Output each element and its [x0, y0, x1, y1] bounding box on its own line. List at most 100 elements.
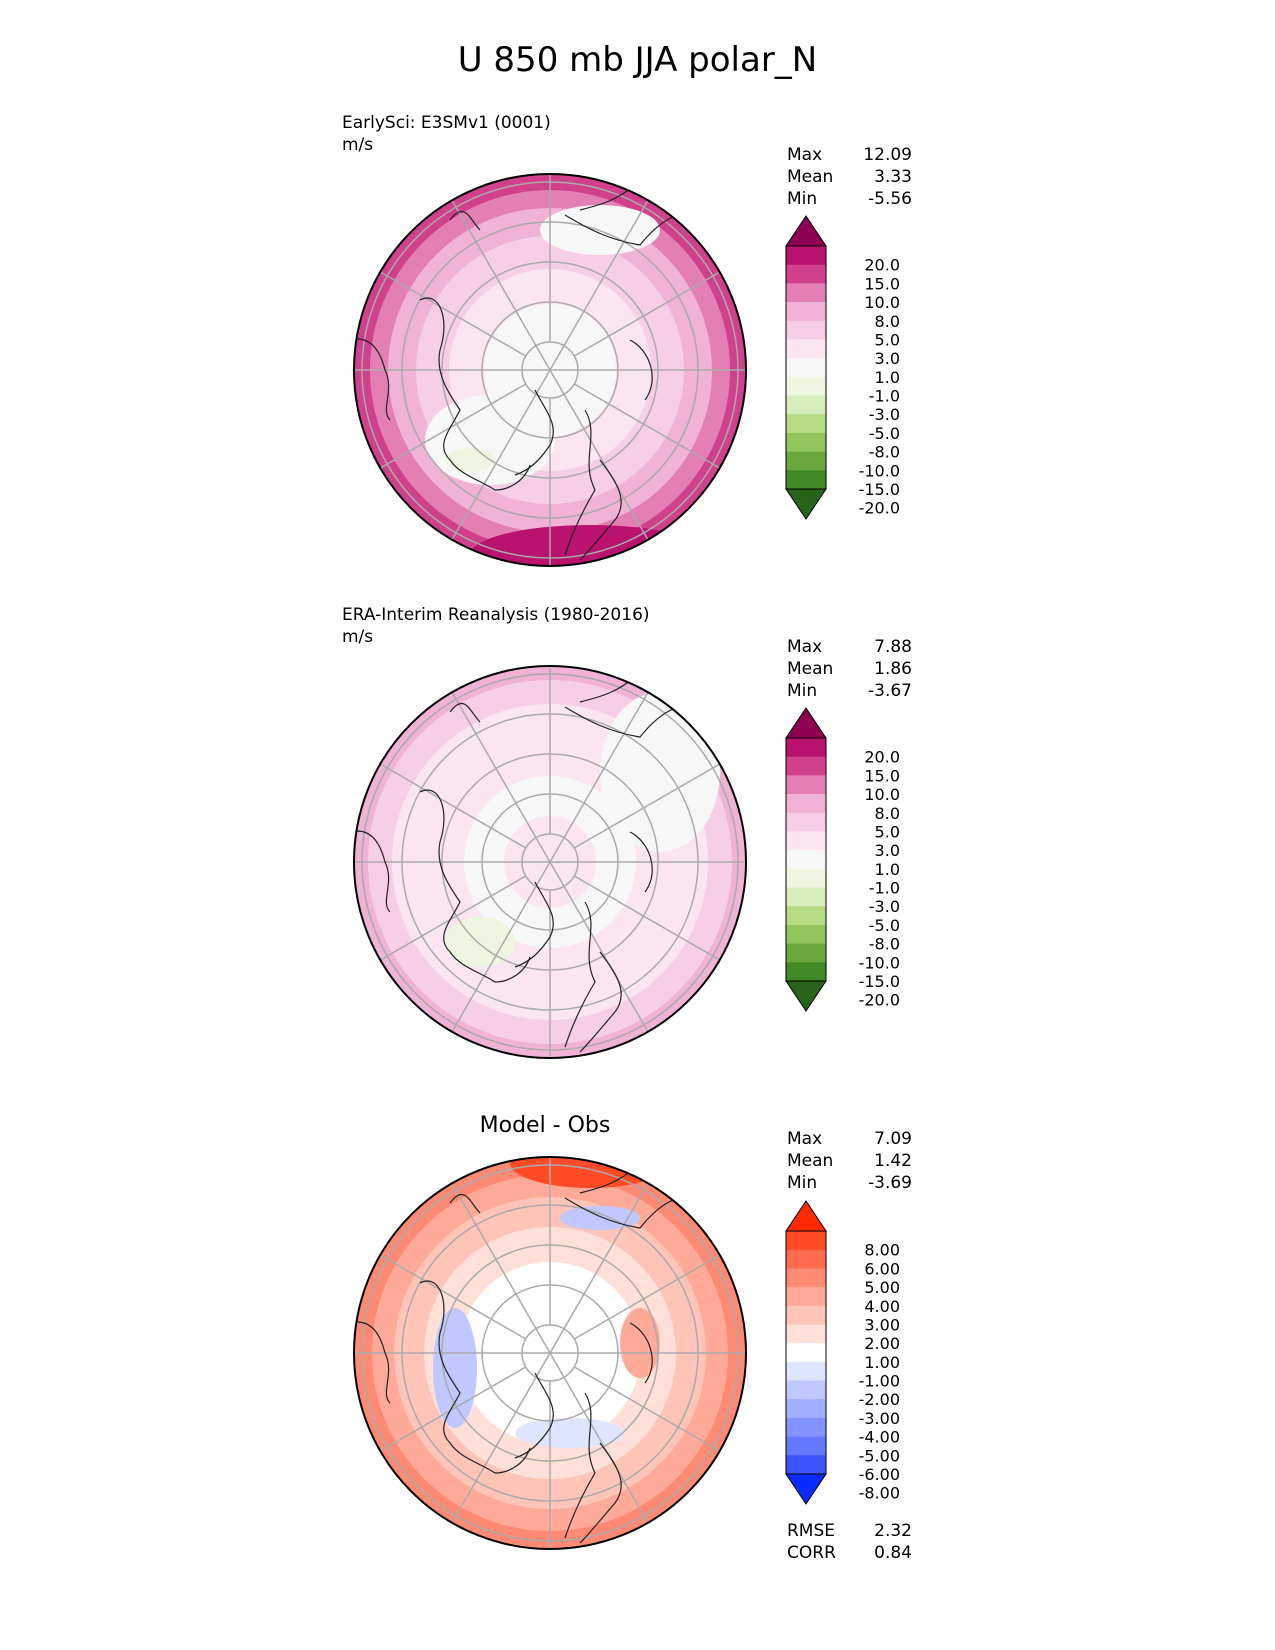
colorbar-segment — [786, 887, 826, 907]
coastline — [449, 703, 481, 723]
meridian-gridline — [563, 1376, 649, 1524]
coastline — [579, 951, 622, 1053]
colorbar-segment — [786, 1399, 826, 1419]
colorbar-tick-label: 5.0 — [875, 822, 900, 841]
coastline — [629, 339, 653, 401]
coastline — [629, 831, 653, 893]
coastline — [514, 389, 554, 476]
meridian-gridline — [379, 763, 527, 849]
meridian-gridline — [573, 763, 721, 849]
coastline — [579, 1442, 622, 1544]
colorbar-extend-max — [785, 707, 827, 739]
coastline — [564, 1392, 596, 1539]
stat-max: Max 12.09 — [787, 145, 912, 165]
meridian-gridline — [535, 837, 565, 887]
colorbar-tick-label: -5.0 — [869, 424, 900, 443]
coastline — [564, 409, 596, 556]
colorbar-tick-label: -15.0 — [859, 972, 900, 991]
meridian-gridline — [379, 383, 527, 469]
reference-stats: Max 7.88 Mean 1.86 Min -3.67 — [787, 636, 912, 702]
map-boundary — [353, 665, 747, 1059]
reference-label: ERA-Interim Reanalysis (1980-2016) — [342, 605, 650, 625]
meridian-gridline — [379, 271, 527, 357]
colorbar-segment — [786, 924, 826, 945]
field-contour — [515, 1418, 625, 1448]
colorbar-segment — [786, 1436, 826, 1456]
colorbar-tick-label: 2.00 — [864, 1334, 900, 1353]
colorbar-segment — [786, 1324, 826, 1344]
colorbar-tick-label: -10.0 — [859, 461, 900, 480]
test-units: m/s — [342, 135, 374, 155]
colorbar-segment — [786, 1380, 826, 1400]
meridian-gridline — [451, 885, 537, 1033]
colorbar-segment — [786, 1343, 826, 1363]
field-contour — [433, 1308, 477, 1428]
test-stats: Max 12.09 Mean 3.33 Min -5.56 — [787, 144, 912, 210]
meridian-gridline — [563, 885, 649, 1033]
meridian-gridline — [451, 1376, 537, 1524]
test-label: EarlySci: E3SMv1 (0001) — [342, 113, 551, 133]
stat-min: Min -3.69 — [787, 1173, 912, 1193]
colorbar-tick-label: 4.00 — [864, 1297, 900, 1316]
colorbar-segment — [786, 1287, 826, 1307]
reference-polar-map — [353, 665, 747, 1059]
meridian-gridline — [563, 691, 649, 839]
field-contour — [620, 1308, 660, 1378]
colorbar-segment — [786, 1417, 826, 1438]
colorbar-segment — [786, 358, 826, 378]
colorbar-segment — [786, 794, 826, 814]
colorbar-tick-label: 1.0 — [875, 368, 900, 387]
test-polar-map — [353, 173, 747, 567]
colorbar-segment — [786, 1361, 826, 1382]
colorbar-tick-label: 20.0 — [864, 748, 900, 767]
meridian-gridline — [535, 345, 565, 395]
colorbar-tick-label: -3.0 — [869, 405, 900, 424]
figure-title: U 850 mb JJA polar_N — [457, 40, 818, 80]
colorbar-tick-label: -8.00 — [859, 1484, 900, 1503]
meridian-gridline — [535, 1328, 565, 1378]
meridian-gridline — [573, 1366, 721, 1452]
colorbar-segment — [786, 320, 826, 340]
meridian-gridline — [451, 691, 537, 839]
field-contour — [445, 448, 495, 472]
coastline — [419, 1280, 531, 1474]
colorbar-frame — [785, 1230, 827, 1475]
colorbar-tick-label: -20.0 — [859, 991, 900, 1010]
coastline — [419, 789, 531, 983]
colorbar-segment — [786, 775, 826, 795]
colorbar-segment — [786, 906, 826, 926]
colorbar-extend-max — [785, 1200, 827, 1232]
meridian-gridline — [451, 1182, 537, 1330]
map-boundary — [353, 173, 747, 567]
colorbar-tick-label: -2.00 — [859, 1390, 900, 1409]
colorbar-tick-label: -1.0 — [869, 387, 900, 406]
meridian-gridline — [563, 1182, 649, 1330]
colorbar-tick-label: -3.0 — [869, 897, 900, 916]
colorbar-tick-label: 20.0 — [864, 256, 900, 275]
coastline — [579, 459, 622, 561]
colorbar-segment — [786, 302, 826, 322]
coastline — [514, 881, 554, 968]
colorbar-segment — [786, 376, 826, 397]
coastline — [449, 211, 481, 231]
colorbar-segment — [786, 850, 826, 870]
meridian-gridline — [563, 393, 649, 541]
colorbar-tick-label: 1.00 — [864, 1353, 900, 1372]
stat-mean: Mean 1.86 — [787, 659, 912, 679]
colorbar-segment — [786, 470, 826, 490]
meridian-gridline — [379, 875, 527, 961]
colorbar-frame — [785, 245, 827, 490]
difference-colorbar: 8.006.005.004.003.002.001.00-1.00-2.00-3… — [785, 1200, 900, 1505]
difference-polar-map — [353, 1156, 747, 1550]
coastline — [354, 1321, 391, 1404]
stat-min: Min -5.56 — [787, 189, 912, 209]
colorbar-tick-label: 3.00 — [864, 1315, 900, 1334]
metric-corr: CORR 0.84 — [787, 1543, 912, 1563]
metric-rmse: RMSE 2.32 — [787, 1521, 912, 1541]
colorbar-tick-label: -5.00 — [859, 1446, 900, 1465]
colorbar-segment — [786, 432, 826, 453]
colorbar-segment — [786, 868, 826, 889]
colorbar-tick-label: -6.00 — [859, 1465, 900, 1484]
colorbar-segment — [786, 283, 826, 303]
colorbar-segment — [786, 246, 826, 266]
